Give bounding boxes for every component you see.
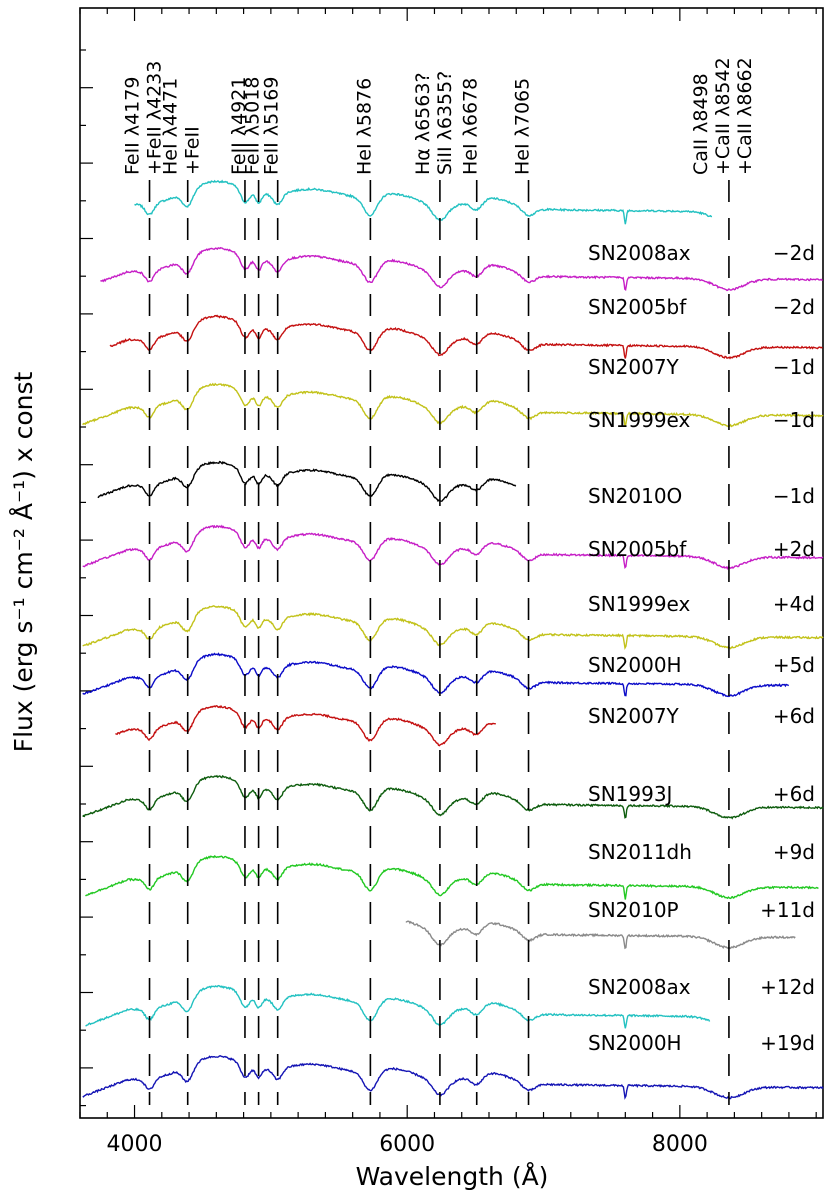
series-name-label: SN2005bf [588,537,687,561]
series-phase-label: +6d [773,704,815,728]
line-id-label: FeII λ5169 [261,77,283,175]
series-name-label: SN1999ex [588,408,691,432]
spectrum-line [82,382,824,428]
series-name-label: SN2005bf [588,295,687,319]
spectrum-line [100,246,823,292]
line-id-label: HeI λ6678 [460,78,482,175]
series-name-label: SN2000H [588,653,682,677]
line-id-label: +FeII [182,126,204,175]
x-tick-label: 6000 [379,1132,435,1157]
series-name-label: SN2007Y [588,355,680,379]
spectra-series [82,179,824,1100]
series-phase-label: +9d [773,840,815,864]
spectrum-line [134,179,713,225]
x-tick-label: 4000 [107,1132,163,1157]
plot-border [79,7,824,1119]
line-id-label: +CaII λ8542 [712,57,734,175]
series-name-label: SN2008ax [588,975,691,999]
spectrum-line [82,524,824,570]
line-id-label: HeI λ5876 [353,78,375,175]
line-id-label: FeII λ4179 [122,77,144,175]
x-axis-ticks: 4000 6000 8000 [79,8,817,1157]
series-phase-label: −2d [773,241,815,265]
series-name-label: SN1993J [588,782,672,806]
line-id-label: CaII λ8498 [690,73,712,175]
x-axis-label: Wavelength (Å) [356,1162,549,1191]
series-name-label: SN2010P [588,898,679,922]
spectrum-line [82,774,824,820]
series-phase-label: −2d [773,295,815,319]
series-name-label: SN2008ax [588,241,691,265]
spectrum-line [85,984,711,1029]
series-name-label: SN2007Y [588,704,680,728]
spectrum-line [405,920,796,950]
line-id-label: +CaII λ8662 [734,57,756,175]
series-phase-label: +19d [760,1031,815,1055]
series-phase-label: +4d [773,592,815,616]
series-phase-label: +11d [760,898,815,922]
series-phase-label: −1d [773,355,815,379]
line-id-label: FeII λ5018 [242,77,264,175]
line-id-label: +FeII λ4233 [144,61,166,175]
series-name-label: SN1999ex [588,592,691,616]
series-phase-label: +5d [773,653,815,677]
spectrum-line [82,1055,824,1100]
series-phase-label: −1d [773,484,815,508]
line-id-label: HeI λ4471 [160,78,182,175]
line-id-label: FeII λ4921 [228,77,250,175]
spectrum-line [82,652,790,698]
x-tick-label: 8000 [652,1132,708,1157]
series-phase-label: +2d [773,537,815,561]
series-phase-label: +12d [760,975,815,999]
spectrum-line [109,314,823,360]
line-id-label: SiII λ6355? [434,71,456,175]
spectrum-line [115,704,497,747]
y-axis-label: Flux (erg s⁻¹ cm⁻² Å⁻¹) x const [9,371,38,752]
y-axis-ticks [80,49,93,1107]
line-id-label: Hα λ6563? [412,72,434,175]
spectrum-line [85,854,819,900]
spectrum-line [97,460,517,503]
series-name-label: SN2011dh [588,840,692,864]
spectrum-line [82,605,824,651]
line-id-label: HeI λ7065 [512,78,534,175]
series-labels: SN2008ax −2d SN2005bf −2d SN2007Y −1d SN1999ex… [588,241,815,1055]
series-name-label: SN2010O [588,484,682,508]
series-phase-label: −1d [773,408,815,432]
series-name-label: SN2000H [588,1031,682,1055]
series-phase-label: +6d [773,782,815,806]
plot-frame [79,7,824,1119]
